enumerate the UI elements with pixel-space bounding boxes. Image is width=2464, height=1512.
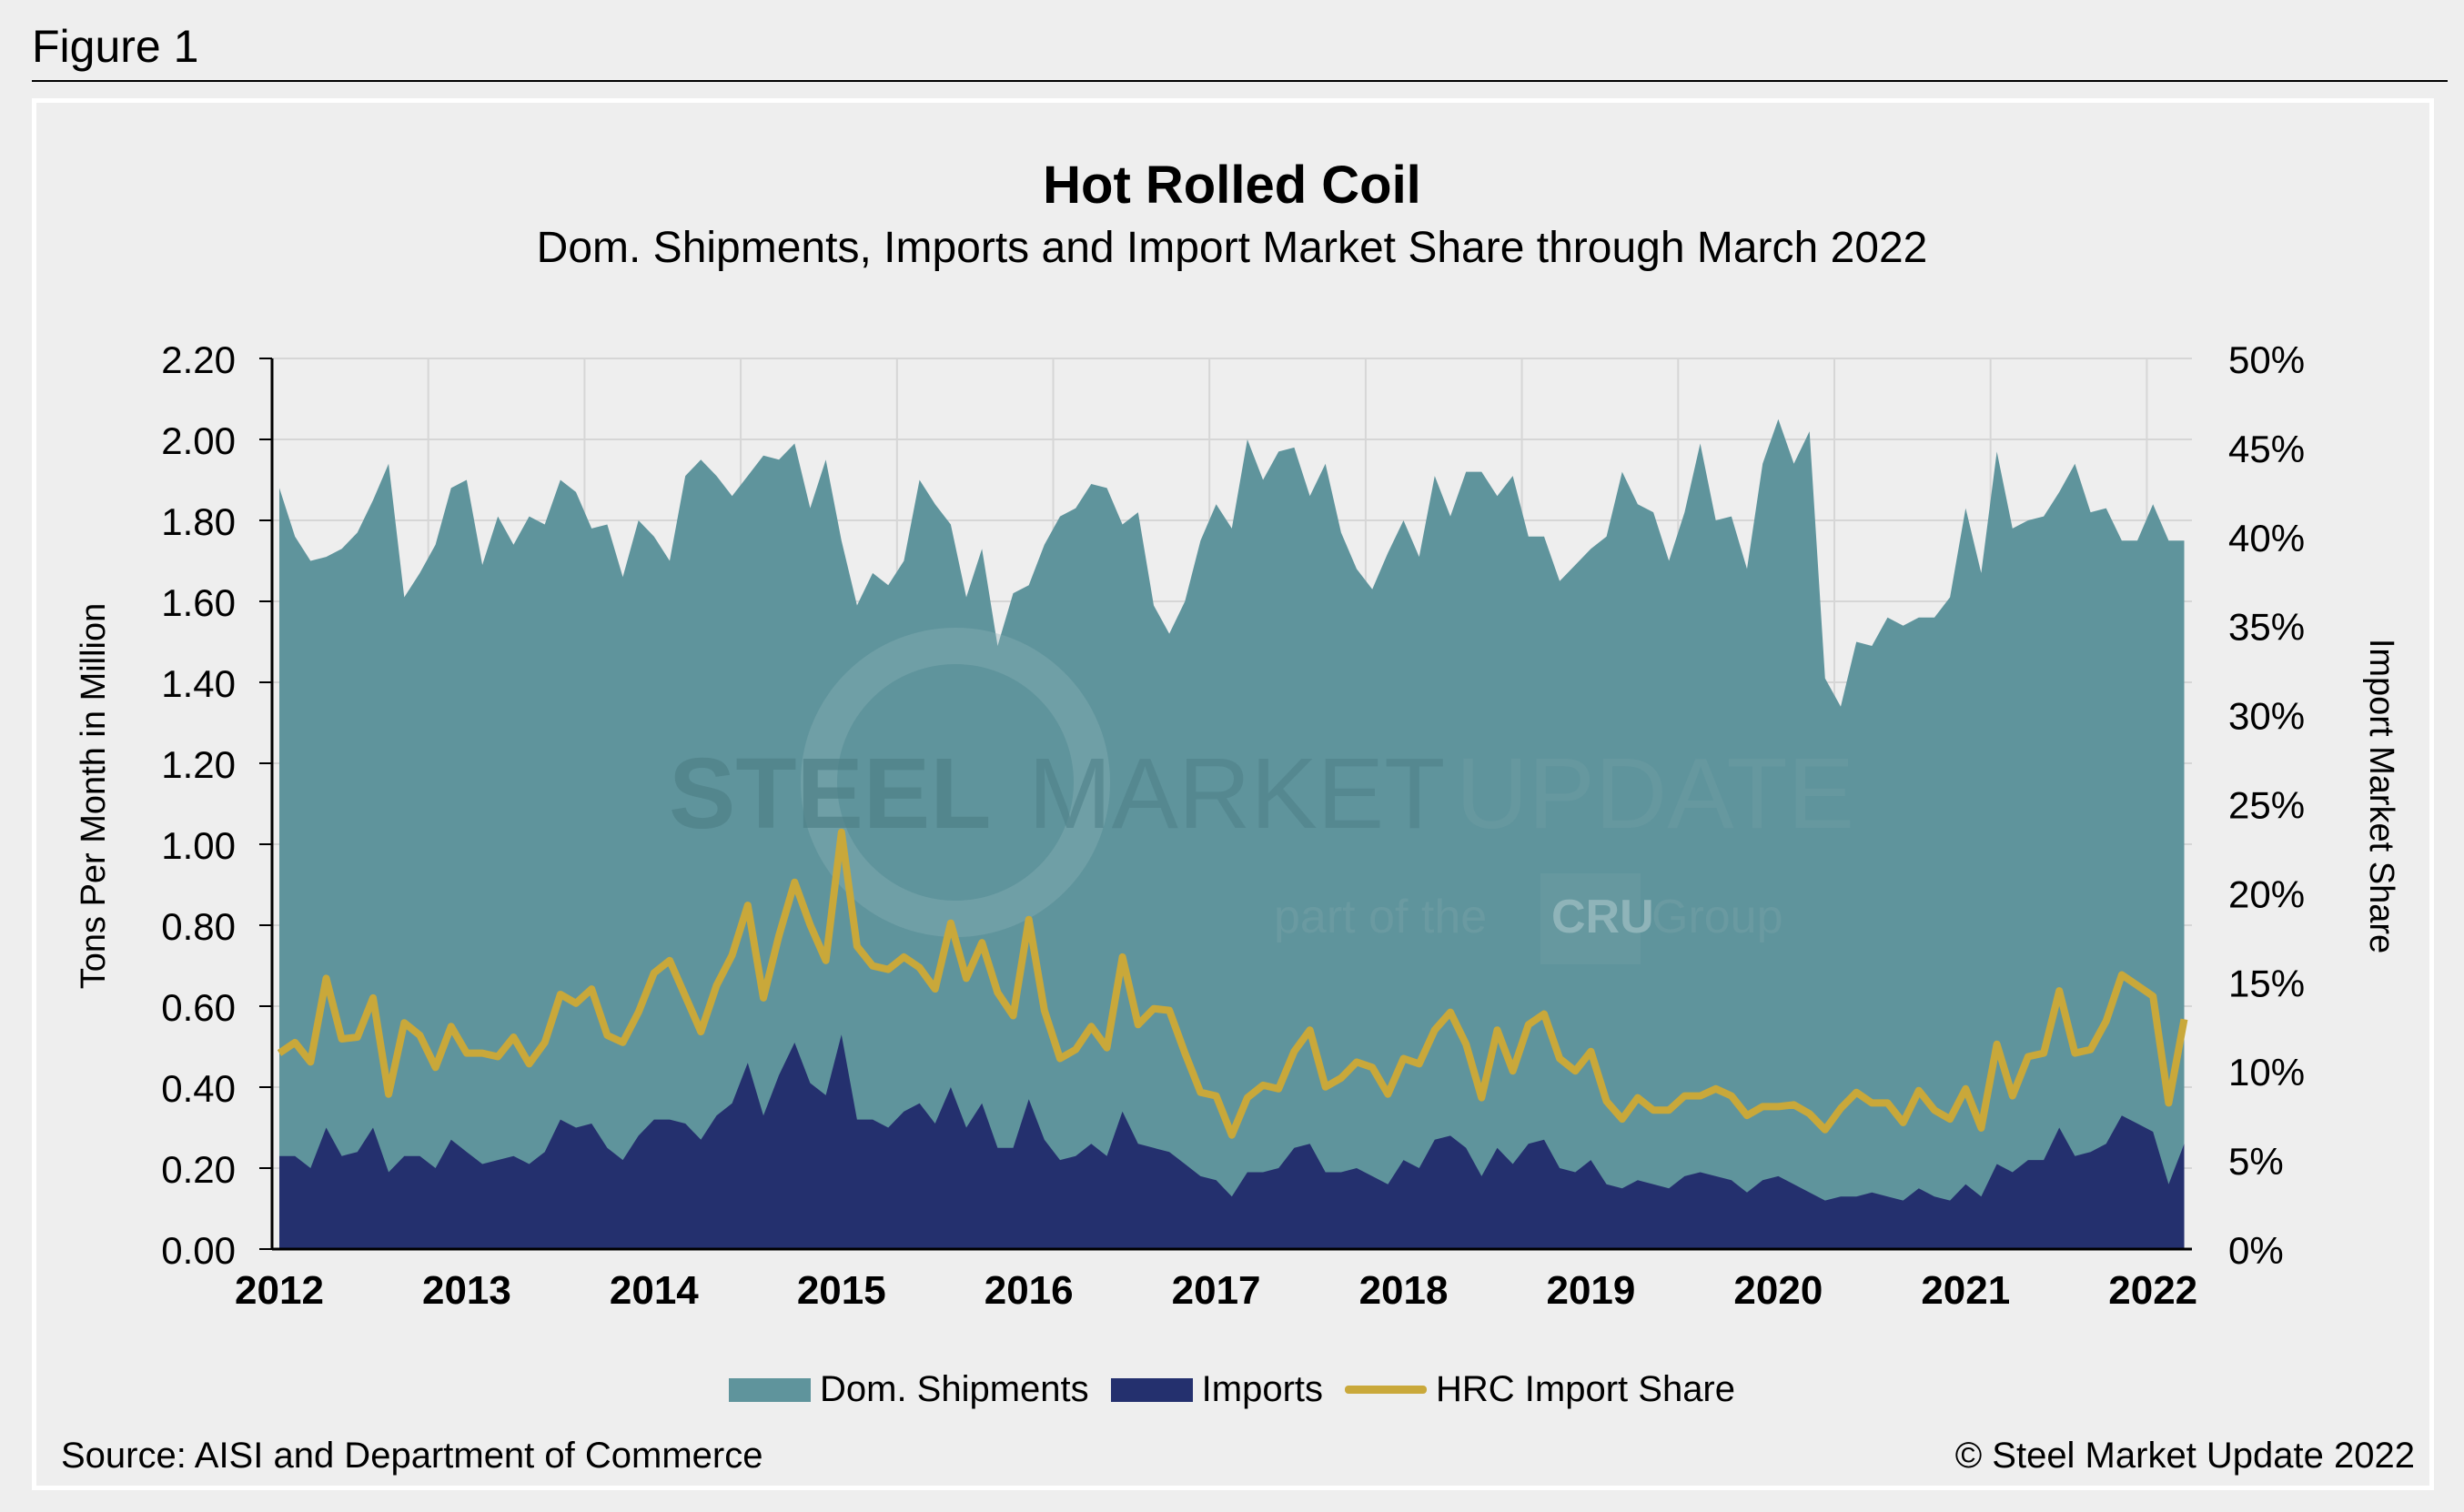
legend-swatch-imports <box>1110 1377 1193 1402</box>
x-tick-label: 2015 <box>797 1268 886 1313</box>
y-tick-label: 2.20 <box>161 338 236 381</box>
figure-label: Figure 1 <box>32 21 199 72</box>
y2-tick-label: 40% <box>2228 517 2305 559</box>
watermark-text: MARKET <box>1028 738 1445 850</box>
watermark-text: STEEL <box>669 738 992 850</box>
x-tick-label: 2014 <box>610 1268 699 1313</box>
divider <box>32 80 2448 82</box>
y2-tick-label: 15% <box>2228 962 2305 1004</box>
x-tick-label: 2021 <box>1921 1268 2010 1313</box>
x-tick-label: 2022 <box>2108 1268 2197 1313</box>
x-tick-label: 2012 <box>235 1268 324 1313</box>
watermark-text: CRU <box>1551 891 1654 943</box>
y2-tick-label: 45% <box>2228 428 2305 470</box>
area-dom-shipments <box>279 418 2185 1249</box>
line-hrc-import-share <box>277 828 2188 1139</box>
chart-title: Hot Rolled Coil <box>1043 156 1421 215</box>
y-axis-title: Tons Per Month in Million <box>75 603 113 990</box>
y2-tick-label: 10% <box>2228 1051 2305 1094</box>
y2-tick-label: 30% <box>2228 695 2305 738</box>
y-tick-label: 1.40 <box>161 662 236 705</box>
watermark-text: Group <box>1651 891 1783 943</box>
y2-tick-label: 50% <box>2228 338 2305 381</box>
y-tick-label: 0.20 <box>161 1148 236 1191</box>
y-tick-label: 0.60 <box>161 986 236 1029</box>
y2-tick-label: 5% <box>2228 1140 2284 1183</box>
legend-item-imports: Imports <box>1110 1369 1324 1410</box>
area-imports <box>279 1034 2185 1249</box>
x-tick-label: 2020 <box>1733 1268 1823 1313</box>
legend: Dom. Shipments Imports HRC Import Share <box>0 1369 2464 1410</box>
y-tick-label: 0.40 <box>161 1067 236 1110</box>
legend-label: HRC Import Share <box>1436 1369 1735 1409</box>
chart-subtitle: Dom. Shipments, Imports and Import Marke… <box>536 224 1928 272</box>
y2-tick-label: 0% <box>2228 1229 2284 1272</box>
y-tick-label: 0.00 <box>161 1229 236 1272</box>
watermark-text: part of the <box>1274 891 1487 943</box>
x-tick-label: 2018 <box>1359 1268 1449 1313</box>
y2-tick-label: 25% <box>2228 784 2305 827</box>
watermark-text: UPDATE <box>1456 738 1854 850</box>
legend-swatch-dom <box>728 1377 811 1402</box>
y-tick-label: 1.80 <box>161 500 236 543</box>
x-tick-label: 2016 <box>985 1268 1074 1313</box>
y-tick-label: 0.80 <box>161 905 236 948</box>
y2-tick-label: 35% <box>2228 606 2305 649</box>
legend-label: Dom. Shipments <box>819 1369 1089 1409</box>
y-tick-label: 1.20 <box>161 743 236 786</box>
legend-item-share: HRC Import Share <box>1345 1369 1735 1410</box>
x-tick-label: 2013 <box>422 1268 511 1313</box>
copyright-note: © Steel Market Update 2022 <box>1954 1436 2415 1476</box>
y-tick-label: 1.60 <box>161 581 236 624</box>
source-note: Source: AISI and Department of Commerce <box>61 1436 763 1476</box>
y-tick-label: 1.00 <box>161 824 236 867</box>
watermark-logo-icon <box>801 628 1110 937</box>
legend-swatch-share <box>1345 1386 1428 1394</box>
y2-tick-label: 20% <box>2228 872 2305 915</box>
y-tick-label: 2.00 <box>161 419 236 462</box>
legend-label: Imports <box>1201 1369 1324 1409</box>
watermark-cru-box <box>1540 873 1641 964</box>
x-tick-label: 2019 <box>1546 1268 1635 1313</box>
x-tick-label: 2017 <box>1172 1268 1261 1313</box>
y2-axis-title: Import Market Share <box>2362 639 2400 953</box>
legend-item-dom: Dom. Shipments <box>728 1369 1089 1410</box>
